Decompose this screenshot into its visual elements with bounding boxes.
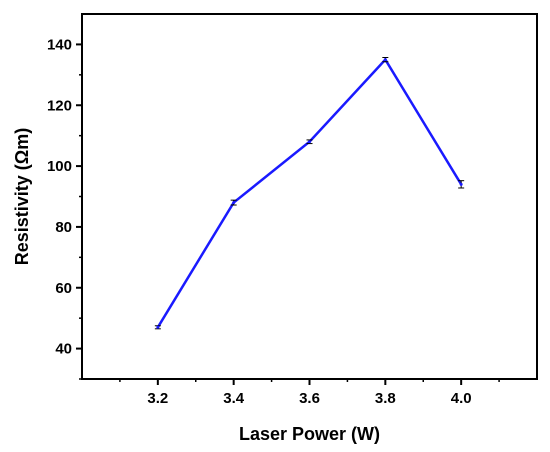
data-point — [383, 58, 387, 62]
data-point — [156, 325, 160, 329]
y-axis-title: Resistivity (Ωm) — [12, 128, 32, 265]
data-point — [308, 140, 311, 144]
series-layer — [154, 56, 465, 330]
data-point — [232, 201, 236, 205]
x-tick-label: 3.2 — [147, 390, 168, 407]
y-tick-label: 60 — [55, 280, 72, 297]
x-tick-label: 4.0 — [451, 390, 472, 407]
x-axis-title: Laser Power (W) — [239, 424, 380, 444]
y-tick-label: 140 — [47, 36, 72, 53]
plot-frame — [81, 13, 538, 380]
y-tick-label: 80 — [55, 219, 72, 236]
data-point — [459, 182, 463, 186]
x-tick-label: 3.6 — [299, 390, 320, 407]
y-tick-label: 120 — [47, 97, 72, 114]
x-tick-label: 3.4 — [223, 390, 245, 407]
x-tick-label: 3.8 — [375, 390, 396, 407]
y-tick-label: 40 — [55, 341, 72, 358]
x-axis-ticks: 3.2 3.4 3.6 3.8 4.0 — [119, 379, 500, 407]
y-tick-label: 100 — [47, 158, 72, 175]
series-line — [156, 57, 463, 328]
y-axis-ticks: 40 60 80 100 120 140 — [47, 36, 82, 380]
